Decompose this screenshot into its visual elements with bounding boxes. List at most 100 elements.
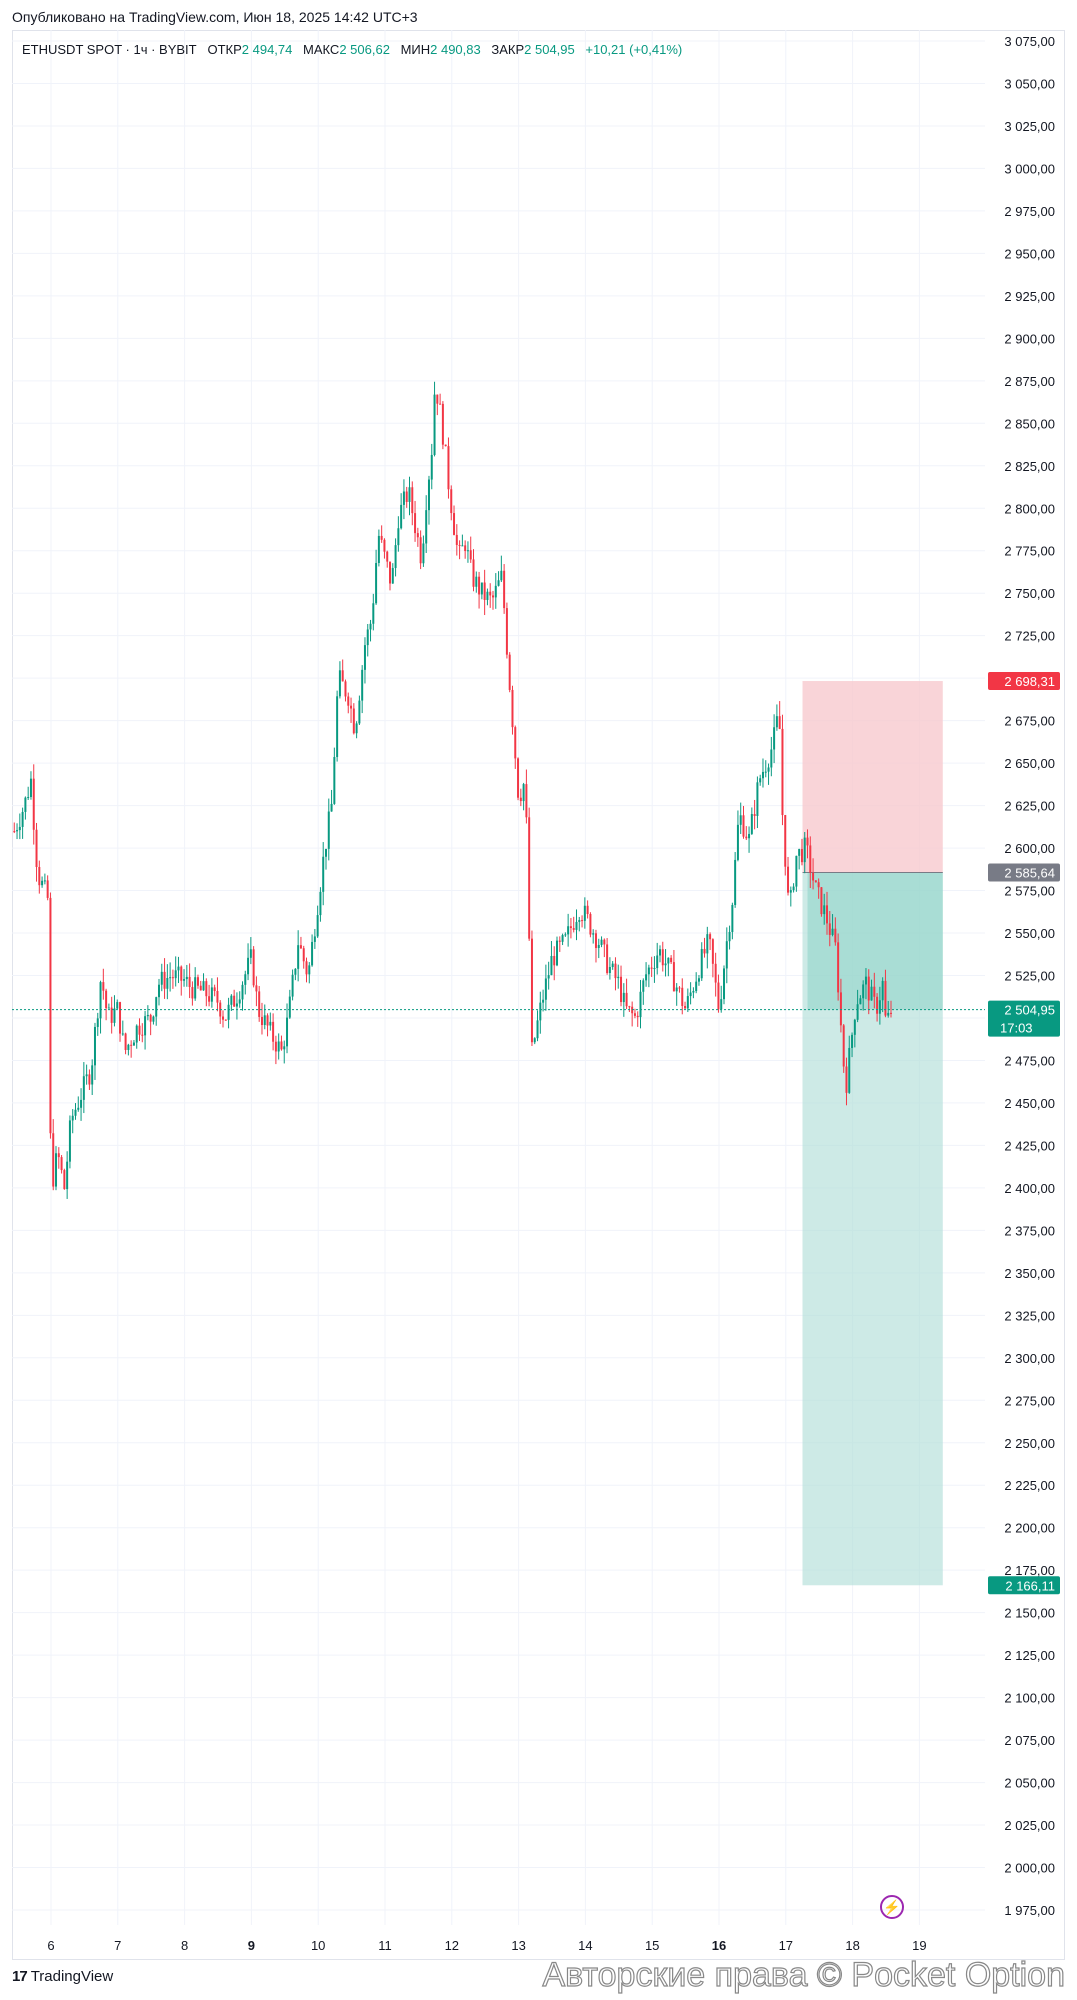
candle-body bbox=[124, 1033, 127, 1050]
candle-body bbox=[812, 872, 815, 881]
candle-body bbox=[620, 976, 623, 1003]
y-tick-label: 2 075,00 bbox=[1004, 1733, 1055, 1748]
candle-body bbox=[13, 831, 16, 833]
candle-body bbox=[828, 923, 831, 935]
candle-body bbox=[294, 968, 297, 975]
candle-body bbox=[709, 934, 712, 940]
legend-low-value: 2 490,83 bbox=[430, 42, 481, 57]
candle-body bbox=[55, 1153, 58, 1187]
candle-body bbox=[775, 716, 778, 728]
y-tick-label: 2 425,00 bbox=[1004, 1138, 1055, 1153]
candle-body bbox=[837, 942, 840, 993]
candle-body bbox=[667, 957, 670, 964]
candle-body bbox=[684, 1005, 687, 1009]
x-tick-label: 17 bbox=[779, 1938, 793, 1953]
entry-price-badge[interactable] bbox=[988, 863, 1060, 882]
candle-body bbox=[241, 984, 244, 1000]
candle-body bbox=[873, 986, 876, 997]
candle-body bbox=[803, 837, 806, 863]
entry-price-label: 2 585,64 bbox=[1004, 865, 1055, 880]
candle-body bbox=[213, 987, 216, 992]
candle-body bbox=[352, 708, 355, 734]
candle-body bbox=[494, 585, 497, 598]
stop-loss-zone[interactable] bbox=[802, 681, 943, 873]
candle-body bbox=[185, 976, 188, 980]
target-price-label: 2 166,11 bbox=[1005, 1578, 1055, 1593]
candle-body bbox=[99, 982, 102, 1019]
candle-body bbox=[578, 920, 581, 922]
y-tick-label: 2 875,00 bbox=[1004, 374, 1055, 389]
y-tick-label: 1 975,00 bbox=[1004, 1903, 1055, 1918]
legend-close-label: ЗАКР bbox=[491, 42, 525, 57]
legend-change: +10,21 (+0,41%) bbox=[585, 42, 683, 57]
candle-body bbox=[864, 976, 867, 985]
candle-body bbox=[464, 545, 467, 552]
candle-body bbox=[116, 1002, 119, 1009]
candle-body bbox=[146, 1014, 149, 1017]
candle-body bbox=[68, 1120, 71, 1162]
candle-body bbox=[711, 939, 714, 964]
candle-body bbox=[341, 670, 344, 682]
y-tick-label: 2 750,00 bbox=[1004, 586, 1055, 601]
candle-body bbox=[806, 837, 809, 846]
candle-body bbox=[681, 987, 684, 1006]
candle-body bbox=[93, 1026, 96, 1066]
candle-body bbox=[517, 758, 520, 798]
candle-body bbox=[447, 446, 450, 490]
stop-price-label: 2 698,31 bbox=[1004, 674, 1055, 689]
copyright-watermark: Авторские права © Pocket Option bbox=[542, 1955, 1066, 1994]
candle-body bbox=[439, 403, 442, 405]
candle-body bbox=[297, 945, 300, 969]
y-tick-label: 2 000,00 bbox=[1004, 1861, 1055, 1876]
candle-body bbox=[800, 849, 803, 863]
candle-body bbox=[160, 971, 163, 985]
candle-body bbox=[703, 948, 706, 954]
current-price-label: 2 504,95 bbox=[1004, 1003, 1055, 1018]
candle-body bbox=[43, 880, 46, 882]
candle-body bbox=[18, 826, 21, 831]
tradingview-logo[interactable]: 17 TradingView bbox=[12, 1968, 113, 1985]
candle-body bbox=[149, 1014, 152, 1022]
candle-body bbox=[333, 757, 336, 804]
candle-body bbox=[216, 991, 219, 1003]
candle-body bbox=[269, 1021, 272, 1026]
candle-body bbox=[444, 444, 447, 447]
y-tick-label: 2 375,00 bbox=[1004, 1223, 1055, 1238]
stop-price-badge[interactable] bbox=[988, 672, 1060, 691]
candle-body bbox=[878, 1000, 881, 1014]
y-tick-label: 2 050,00 bbox=[1004, 1776, 1055, 1791]
current-price-badge[interactable] bbox=[988, 1000, 1060, 1037]
candle-body bbox=[336, 696, 339, 758]
chart-pane[interactable] bbox=[12, 30, 1065, 1960]
candle-body bbox=[453, 513, 456, 535]
candle-body bbox=[414, 513, 417, 534]
y-tick-label: 2 900,00 bbox=[1004, 331, 1055, 346]
candle-body bbox=[881, 980, 884, 1001]
take-profit-zone[interactable] bbox=[802, 872, 943, 1586]
candle-body bbox=[611, 963, 614, 968]
candle-body bbox=[533, 1038, 536, 1043]
candle-body bbox=[46, 880, 49, 898]
candle-body bbox=[728, 931, 731, 942]
candle-body bbox=[21, 811, 24, 827]
candle-body bbox=[697, 978, 700, 982]
candle-body bbox=[642, 980, 645, 992]
symbol-legend[interactable]: ETHUSDT SPOT · 1ч · BYBIT ОТКР2 494,74 М… bbox=[22, 42, 689, 57]
y-tick-label: 2 650,00 bbox=[1004, 756, 1055, 771]
candle-body bbox=[564, 934, 567, 936]
candle-body bbox=[622, 992, 625, 1003]
candle-body bbox=[132, 1042, 135, 1046]
target-price-badge[interactable] bbox=[988, 1576, 1060, 1595]
candle-body bbox=[247, 957, 250, 975]
y-tick-label: 2 575,00 bbox=[1004, 884, 1055, 899]
candle-body bbox=[244, 974, 247, 985]
candle-body bbox=[645, 974, 648, 981]
candle-body bbox=[514, 727, 517, 759]
x-tick-label: 6 bbox=[47, 1938, 54, 1953]
candle-body bbox=[127, 1044, 130, 1050]
y-tick-label: 2 100,00 bbox=[1004, 1691, 1055, 1706]
lightning-icon[interactable]: ⚡ bbox=[880, 1895, 904, 1919]
candle-body bbox=[419, 537, 422, 564]
candle-body bbox=[798, 849, 801, 856]
